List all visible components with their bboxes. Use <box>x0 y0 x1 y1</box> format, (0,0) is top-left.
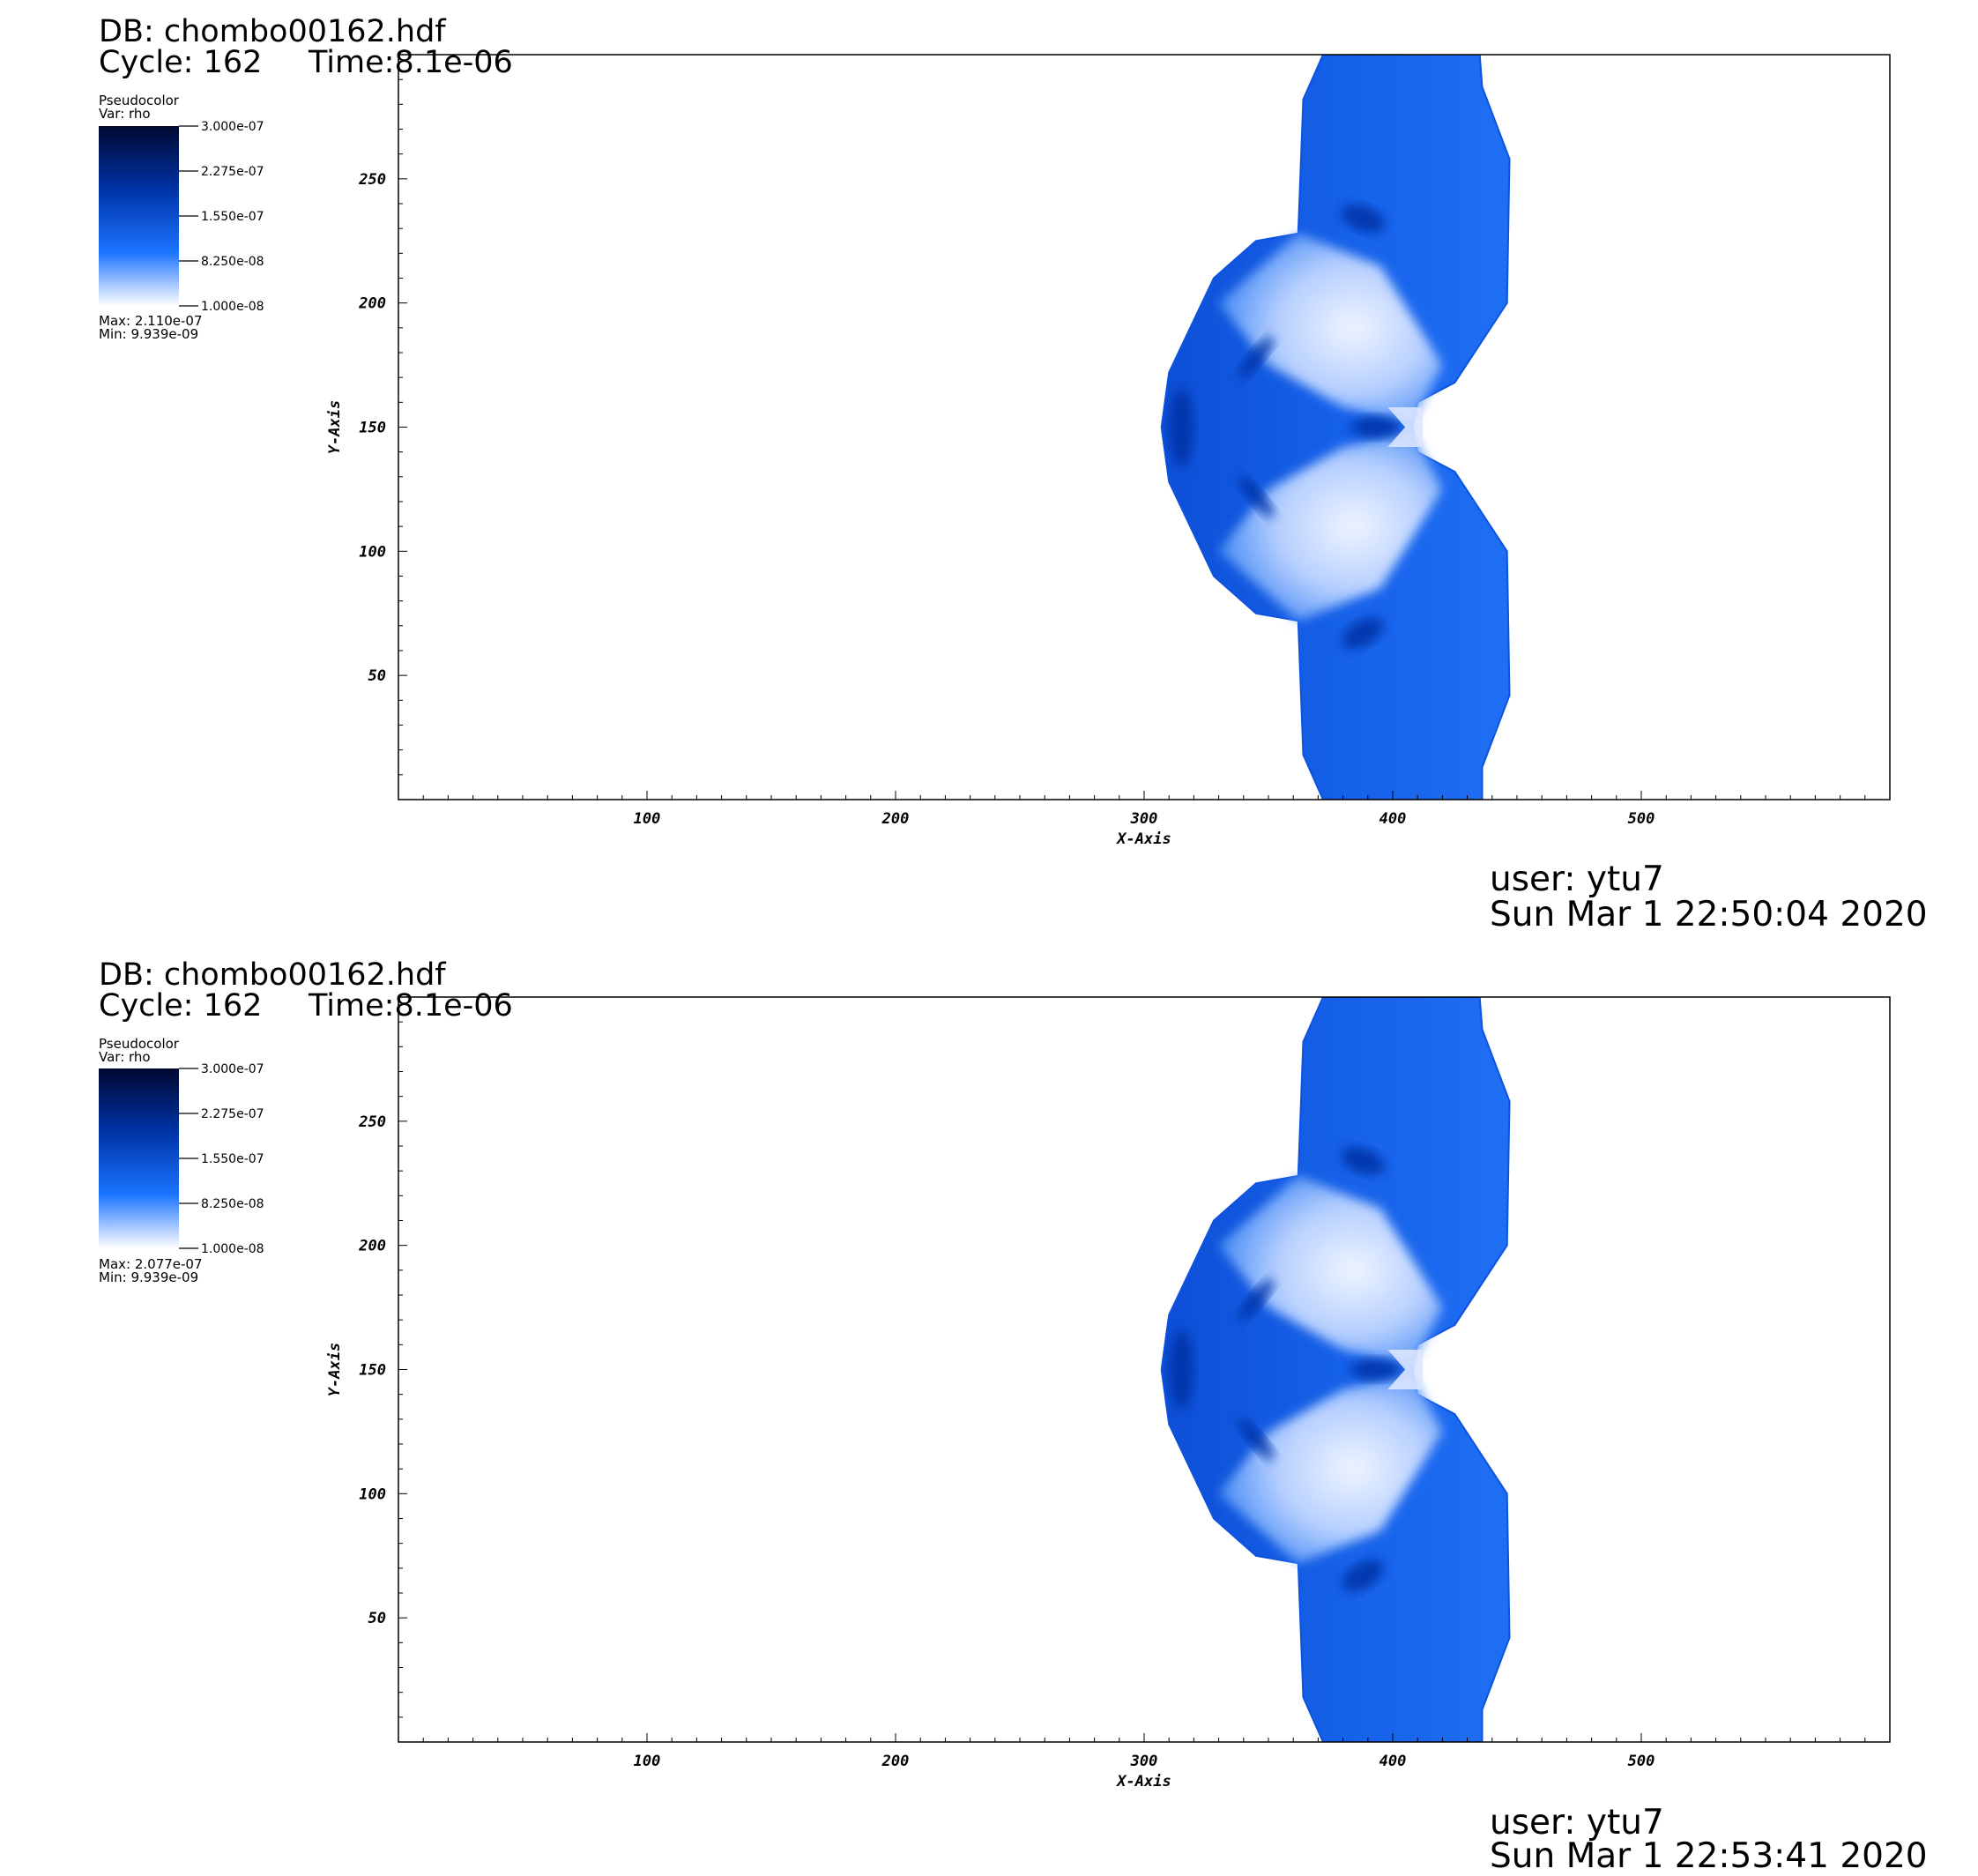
plot-frame <box>398 54 1891 800</box>
y-tick-label: 100 <box>359 1485 386 1503</box>
dark-vortex <box>1341 1147 1386 1175</box>
dark-filament <box>1238 1418 1275 1460</box>
legend-max: Max: 2.077e-07 <box>99 1256 203 1272</box>
dark-filament <box>1238 475 1275 517</box>
x-tick-label: 300 <box>1130 1753 1158 1770</box>
upper-lobe <box>1218 1175 1443 1365</box>
y-tick-label: 250 <box>358 171 386 189</box>
y-tick-label: 50 <box>368 667 386 685</box>
y-tick-label: 200 <box>358 1238 386 1255</box>
plot-panel-1: 3.000e-07 2.275e-07 1.550e-07 8.250e-08 1.00… <box>0 0 1978 936</box>
dark-front <box>1169 387 1194 467</box>
x-tick-label: 200 <box>881 810 910 828</box>
legend-plot-type: Pseudocolor <box>99 1036 179 1052</box>
legend-var: Var: rho <box>99 1049 151 1065</box>
colorbar-tick-label: 1.550e-07 <box>201 210 264 224</box>
x-tick-label: 200 <box>881 1753 910 1770</box>
colorbar-tick-label: 3.000e-07 <box>201 120 264 134</box>
lower-lobe <box>1218 432 1443 622</box>
user-label: user: ytu7 <box>1490 860 1664 899</box>
date-label: Sun Mar 1 22:50:04 2020 <box>1490 895 1928 934</box>
colorbar-tick-label: 2.275e-07 <box>201 1107 264 1121</box>
y-tick-label: 200 <box>358 295 386 313</box>
density-field <box>1160 997 1511 1742</box>
colorbar <box>99 126 179 306</box>
x-axis-title: X-Axis <box>1115 830 1171 848</box>
legend-plot-type: Pseudocolor <box>99 93 179 108</box>
x-tick-label: 100 <box>634 810 661 828</box>
shocked-region <box>1160 997 1511 1742</box>
dark-filament <box>1238 1279 1275 1321</box>
y-tick-label: 150 <box>359 1362 386 1380</box>
x-tick-label: 300 <box>1130 810 1158 828</box>
jet-tip <box>1387 1350 1423 1389</box>
dark-jet <box>1350 1359 1401 1381</box>
user-label: user: ytu7 <box>1490 1803 1664 1842</box>
colorbar <box>99 1068 179 1248</box>
time-label: Time:8.1e-06 <box>309 45 513 80</box>
lower-lobe <box>1218 1374 1443 1564</box>
y-tick-label: 100 <box>359 543 386 561</box>
y-tick-label: 250 <box>358 1113 386 1131</box>
jet-tip <box>1387 407 1423 447</box>
x-tick-label: 400 <box>1379 1753 1407 1770</box>
db-label: DB: chombo00162.hdf <box>99 957 446 993</box>
plot-svg: 3.000e-07 2.275e-07 1.550e-07 8.250e-08 1.00… <box>99 996 1891 1790</box>
plot-frame <box>398 996 1891 1743</box>
legend-min: Min: 9.939e-09 <box>99 326 199 342</box>
legend-max: Max: 2.110e-07 <box>99 313 203 329</box>
date-label: Sun Mar 1 22:53:41 2020 <box>1490 1836 1928 1876</box>
y-axis-title: Y-Axis <box>326 400 344 454</box>
db-label: DB: chombo00162.hdf <box>99 14 446 49</box>
colorbar-tick-label: 1.000e-08 <box>201 1242 264 1256</box>
time-label: Time:8.1e-06 <box>309 988 513 1024</box>
dark-front <box>1169 1329 1194 1410</box>
colorbar-tick-label: 8.250e-08 <box>201 1197 264 1211</box>
y-tick-label: 150 <box>359 420 386 437</box>
plot-panel-2: 3.000e-07 2.275e-07 1.550e-07 8.250e-08 1.00… <box>0 936 1978 1876</box>
cycle-label: Cycle: 162 <box>99 45 263 80</box>
x-tick-label: 500 <box>1628 1753 1655 1770</box>
colorbar-tick-label: 1.550e-07 <box>201 1152 264 1166</box>
density-field <box>1160 55 1511 800</box>
plot-svg: 3.000e-07 2.275e-07 1.550e-07 8.250e-08 1.00… <box>99 54 1891 848</box>
dark-vortex <box>1342 1560 1384 1592</box>
colorbar-tick-label: 1.000e-08 <box>201 300 264 314</box>
legend-min: Min: 9.939e-09 <box>99 1269 199 1285</box>
dark-vortex <box>1342 617 1384 650</box>
x-axis-title: X-Axis <box>1115 1773 1171 1790</box>
y-tick-label: 50 <box>368 1610 386 1627</box>
shocked-region <box>1160 55 1511 800</box>
x-tick-label: 400 <box>1379 810 1407 828</box>
y-axis-title: Y-Axis <box>326 1343 344 1396</box>
colorbar-tick-label: 8.250e-08 <box>201 255 264 269</box>
cycle-label: Cycle: 162 <box>99 988 263 1024</box>
upper-lobe <box>1218 233 1443 422</box>
dark-jet <box>1350 416 1401 438</box>
legend-var: Var: rho <box>99 106 151 122</box>
x-tick-label: 100 <box>634 1753 661 1770</box>
dark-vortex <box>1341 205 1386 233</box>
colorbar-tick-label: 2.275e-07 <box>201 165 264 179</box>
x-tick-label: 500 <box>1628 810 1655 828</box>
dark-filament <box>1238 337 1275 379</box>
colorbar-tick-label: 3.000e-07 <box>201 1062 264 1076</box>
